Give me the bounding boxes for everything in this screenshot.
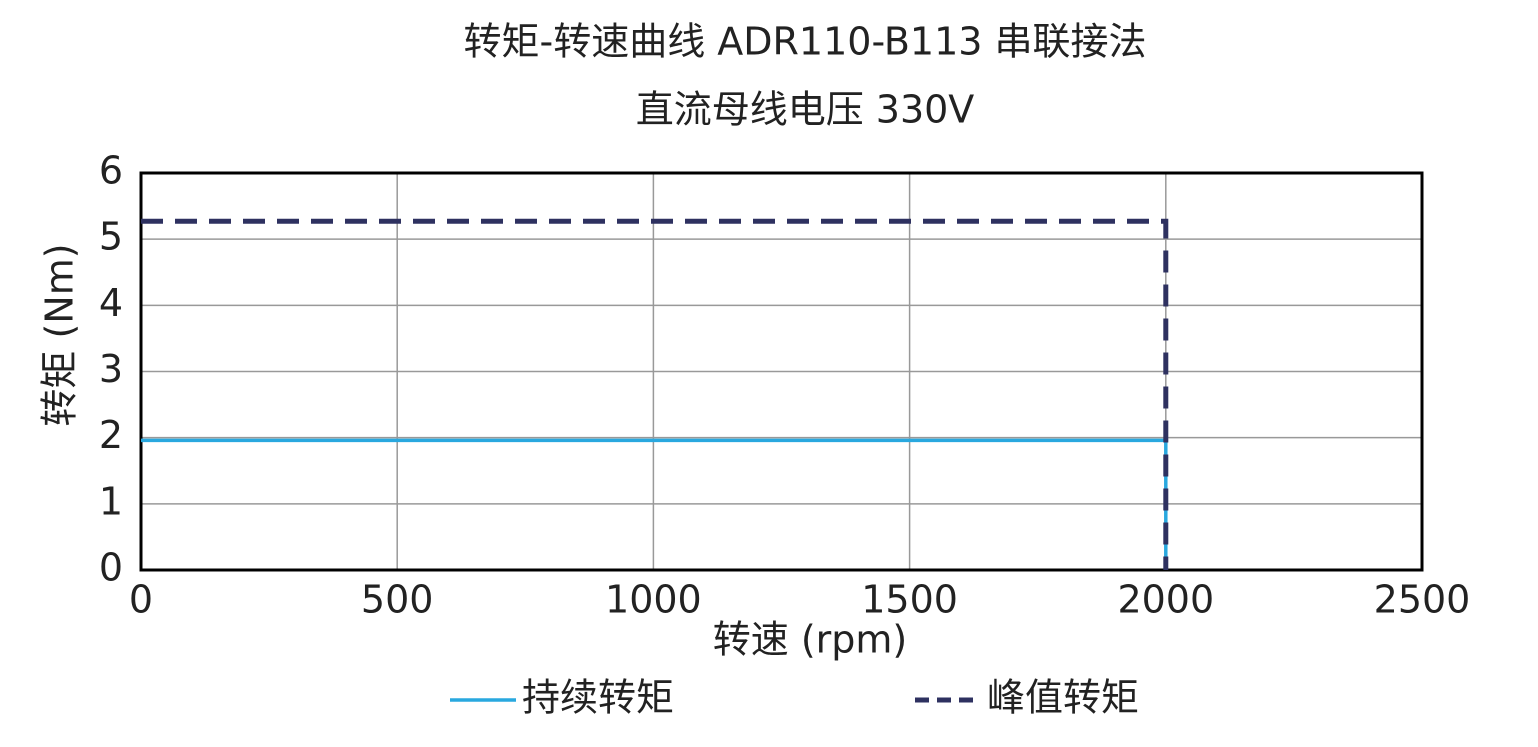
series-line (141, 218, 1169, 570)
y-tick-label: 5 (99, 215, 123, 259)
x-tick-label: 500 (361, 578, 434, 622)
y-tick-label: 4 (99, 281, 123, 325)
x-tick-label: 1000 (605, 578, 702, 622)
chart-subtitle: 直流母线电压 330V (636, 88, 975, 132)
plot-frame (139, 171, 1424, 572)
y-axis-label: 转矩 (Nm) (38, 243, 82, 426)
legend-label: 峰值转矩 (987, 676, 1139, 720)
x-tick-label: 2500 (1374, 578, 1471, 622)
legend-label: 持续转矩 (522, 676, 674, 720)
x-axis-label: 转速 (rpm) (713, 618, 908, 662)
x-tick-label: 0 (129, 578, 153, 622)
y-tick-label: 2 (99, 413, 123, 457)
y-tick-label: 0 (99, 546, 123, 590)
x-tick-label: 1500 (861, 578, 958, 622)
y-tick-label: 3 (99, 347, 123, 391)
y-tick-label: 1 (99, 479, 123, 523)
y-tick-label: 6 (99, 149, 123, 193)
chart-title: 转矩-转速曲线 ADR110-B113 串联接法 (463, 20, 1146, 64)
x-tick-label: 2000 (1117, 578, 1214, 622)
